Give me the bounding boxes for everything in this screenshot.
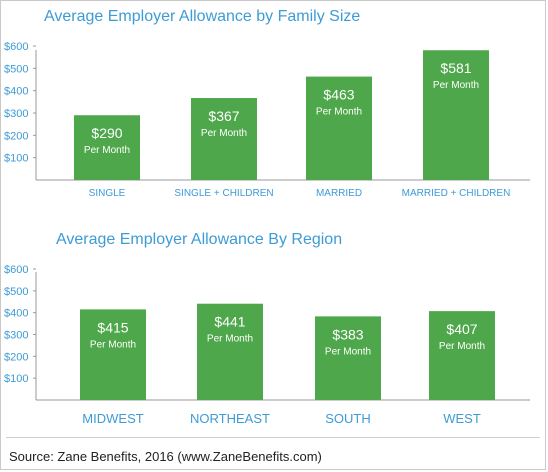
bar-sublabel: Per Month bbox=[201, 128, 247, 139]
footer-divider bbox=[6, 437, 540, 438]
y-tick-label: $100 bbox=[4, 153, 28, 165]
chart-region: $100 $200 $300 $400 $500 $600 $415 Per Month MID… bbox=[4, 264, 530, 426]
chart-title-region: Average Employer Allowance By Region bbox=[56, 231, 343, 248]
y-tick-label: $500 bbox=[4, 63, 28, 75]
family-bar-2 bbox=[306, 76, 372, 180]
bar-value-label: $367 bbox=[208, 108, 239, 124]
category-label: MARRIED + CHILDREN bbox=[402, 188, 511, 199]
bar-sublabel: Per Month bbox=[90, 339, 136, 350]
region-bar-2 bbox=[315, 316, 381, 400]
bar-sublabel: Per Month bbox=[325, 346, 371, 357]
bar-sublabel: Per Month bbox=[439, 341, 485, 352]
y-tick-label: $600 bbox=[4, 41, 28, 53]
bar-sublabel: Per Month bbox=[84, 145, 130, 156]
y-tick-label: $500 bbox=[4, 286, 28, 298]
bar-sublabel: Per Month bbox=[207, 334, 253, 345]
bar-sublabel: Per Month bbox=[433, 80, 479, 91]
y-tick-label: $300 bbox=[4, 108, 28, 120]
y-tick-label: $400 bbox=[4, 308, 28, 320]
y-tick-label: $100 bbox=[4, 373, 28, 385]
bar-sublabel: Per Month bbox=[316, 107, 362, 118]
bar-value-label: $463 bbox=[323, 87, 354, 103]
y-tick-label: $300 bbox=[4, 330, 28, 342]
category-label: SINGLE + CHILDREN bbox=[174, 188, 273, 199]
source-note: Source: Zane Benefits, 2016 (www.ZaneBen… bbox=[9, 449, 322, 464]
bar-value-label: $415 bbox=[97, 319, 128, 335]
category-label: SINGLE bbox=[89, 188, 126, 199]
category-label: MARRIED bbox=[316, 188, 362, 199]
region-bar-3 bbox=[429, 311, 495, 400]
bar-value-label: $290 bbox=[91, 125, 122, 141]
family-bar-1 bbox=[191, 98, 257, 180]
category-label: SOUTH bbox=[325, 411, 371, 426]
bar-value-label: $383 bbox=[332, 326, 363, 342]
y-tick-label: $400 bbox=[4, 86, 28, 98]
bar-value-label: $441 bbox=[214, 314, 245, 330]
y-tick-label: $200 bbox=[4, 351, 28, 363]
region-bar-1 bbox=[197, 303, 263, 400]
bar-value-label: $407 bbox=[446, 321, 477, 337]
y-tick-label: $600 bbox=[4, 264, 28, 276]
category-label: NORTHEAST bbox=[190, 411, 270, 426]
category-label: MIDWEST bbox=[82, 411, 143, 426]
chart-title-family-size: Average Employer Allowance by Family Siz… bbox=[44, 8, 361, 25]
family-bar-0 bbox=[74, 115, 140, 180]
category-label: WEST bbox=[443, 411, 481, 426]
chart-family-size: $100 $200 $300 $400 $500 $600 $290 Per Month SIN… bbox=[4, 41, 530, 199]
family-bar-3 bbox=[423, 50, 489, 180]
bar-value-label: $581 bbox=[440, 60, 471, 76]
region-bar-0 bbox=[80, 309, 146, 400]
y-tick-label: $200 bbox=[4, 130, 28, 142]
